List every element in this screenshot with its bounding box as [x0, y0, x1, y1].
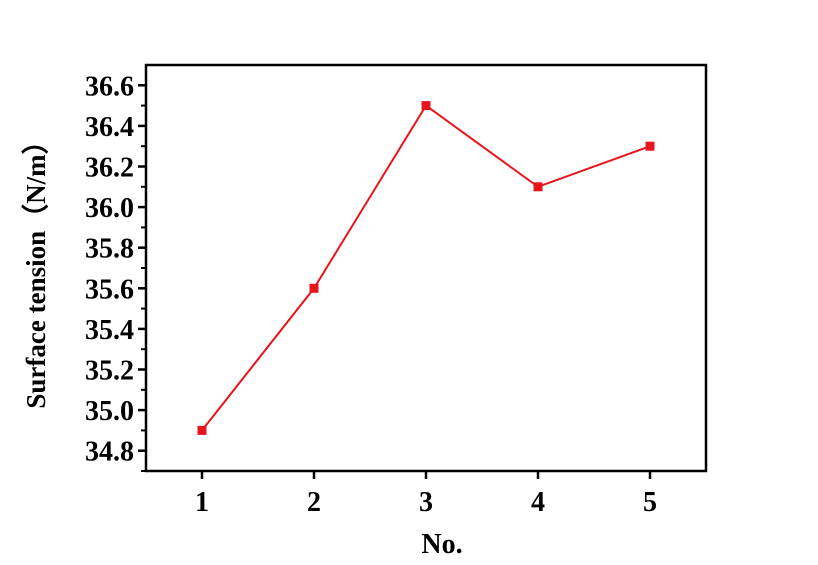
x-tick-label: 3 — [419, 487, 433, 518]
x-tick-label: 5 — [643, 487, 657, 518]
y-tick-label: 35.0 — [85, 396, 134, 427]
data-point — [533, 182, 543, 192]
y-axis-label: Surface tension（N/m） — [21, 127, 51, 408]
data-point — [421, 101, 431, 111]
data-point — [645, 141, 655, 151]
x-tick-label: 4 — [531, 487, 545, 518]
data-point — [197, 425, 207, 435]
y-tick-label: 35.6 — [85, 274, 134, 305]
x-tick-label: 2 — [307, 487, 321, 518]
x-tick-label: 1 — [195, 487, 209, 518]
y-tick-label: 36.6 — [85, 71, 134, 102]
series-line — [201, 104, 651, 432]
y-tick-label: 35.4 — [85, 315, 134, 346]
x-axis-label: No. — [421, 529, 462, 560]
y-tick-label: 36.4 — [85, 112, 134, 143]
y-tick-label: 36.0 — [85, 193, 134, 224]
y-tick-label: 35.2 — [85, 356, 134, 387]
y-tick-label: 35.8 — [85, 234, 134, 265]
y-tick-label: 34.8 — [85, 437, 134, 468]
data-point — [309, 283, 319, 293]
plot-frame — [144, 63, 708, 473]
y-tick-label: 36.2 — [85, 153, 134, 184]
